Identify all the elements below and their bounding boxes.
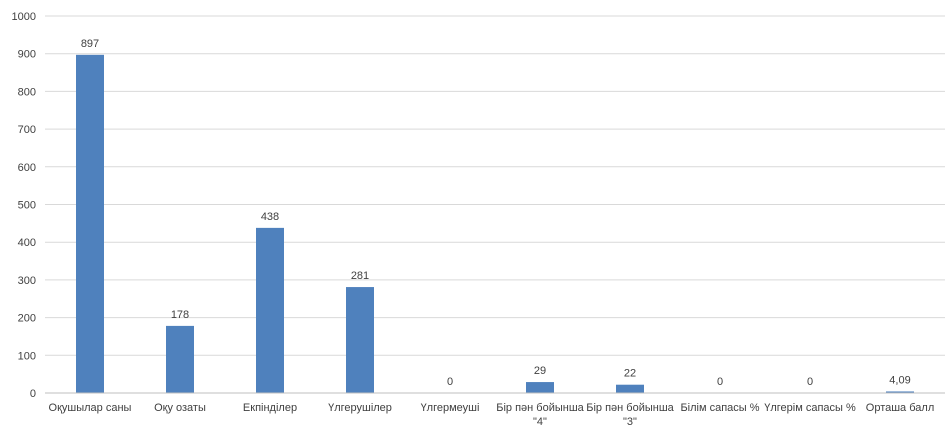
x-tick-label: Орташа балл [866, 402, 934, 414]
y-tick-label: 200 [18, 313, 36, 325]
y-tick-label: 600 [18, 162, 36, 174]
data-label: 0 [807, 376, 813, 388]
x-tick-label: Бір пән бойынша "3" [586, 402, 674, 428]
y-tick-label: 1000 [12, 11, 36, 23]
y-tick-label: 100 [18, 350, 36, 362]
gridlines [45, 15, 945, 356]
data-label: 897 [81, 38, 99, 50]
bar [76, 54, 104, 394]
bar [616, 384, 644, 393]
bars [76, 54, 914, 394]
bar [346, 287, 374, 393]
x-tick-label: Екпінділер [243, 402, 297, 414]
bar [886, 391, 914, 393]
bar [256, 227, 284, 393]
y-tick-label: 300 [18, 275, 36, 287]
data-label: 438 [261, 211, 279, 223]
data-label: 22 [624, 368, 636, 380]
y-tick-label: 900 [18, 49, 36, 61]
x-axis-category-labels: Оқушылар саны Оқу озаты Екпінділер Үлгеруші… [49, 402, 935, 428]
y-axis-tick-labels: 0 100 200 300 400 500 600 700 800 900 1000 [12, 11, 36, 400]
bar [166, 325, 194, 393]
y-tick-label: 400 [18, 237, 36, 249]
x-tick-label: Үлгерушілер [328, 402, 392, 414]
data-label: 178 [171, 309, 189, 321]
data-label: 281 [351, 270, 369, 282]
y-tick-label: 800 [18, 86, 36, 98]
data-label: 29 [534, 365, 546, 377]
data-label: 0 [717, 376, 723, 388]
x-tick-label: Оқу озаты [154, 402, 206, 414]
x-tick-label: Үлгермеуші [421, 402, 480, 414]
data-labels: 897 178 438 281 0 29 22 0 0 4,09 [81, 38, 911, 388]
bar [526, 382, 554, 393]
x-tick-label: Үлгерім сапасы % [764, 402, 856, 414]
y-tick-label: 700 [18, 124, 36, 136]
y-tick-label: 500 [18, 200, 36, 212]
x-tick-label: Оқушылар саны [49, 402, 132, 414]
x-tick-label: Білім сапасы % [680, 402, 759, 414]
data-label: 4,09 [889, 374, 910, 386]
y-tick-label: 0 [30, 388, 36, 400]
x-tick-label: Бір пән бойынша "4" [496, 402, 584, 428]
data-label: 0 [447, 376, 453, 388]
